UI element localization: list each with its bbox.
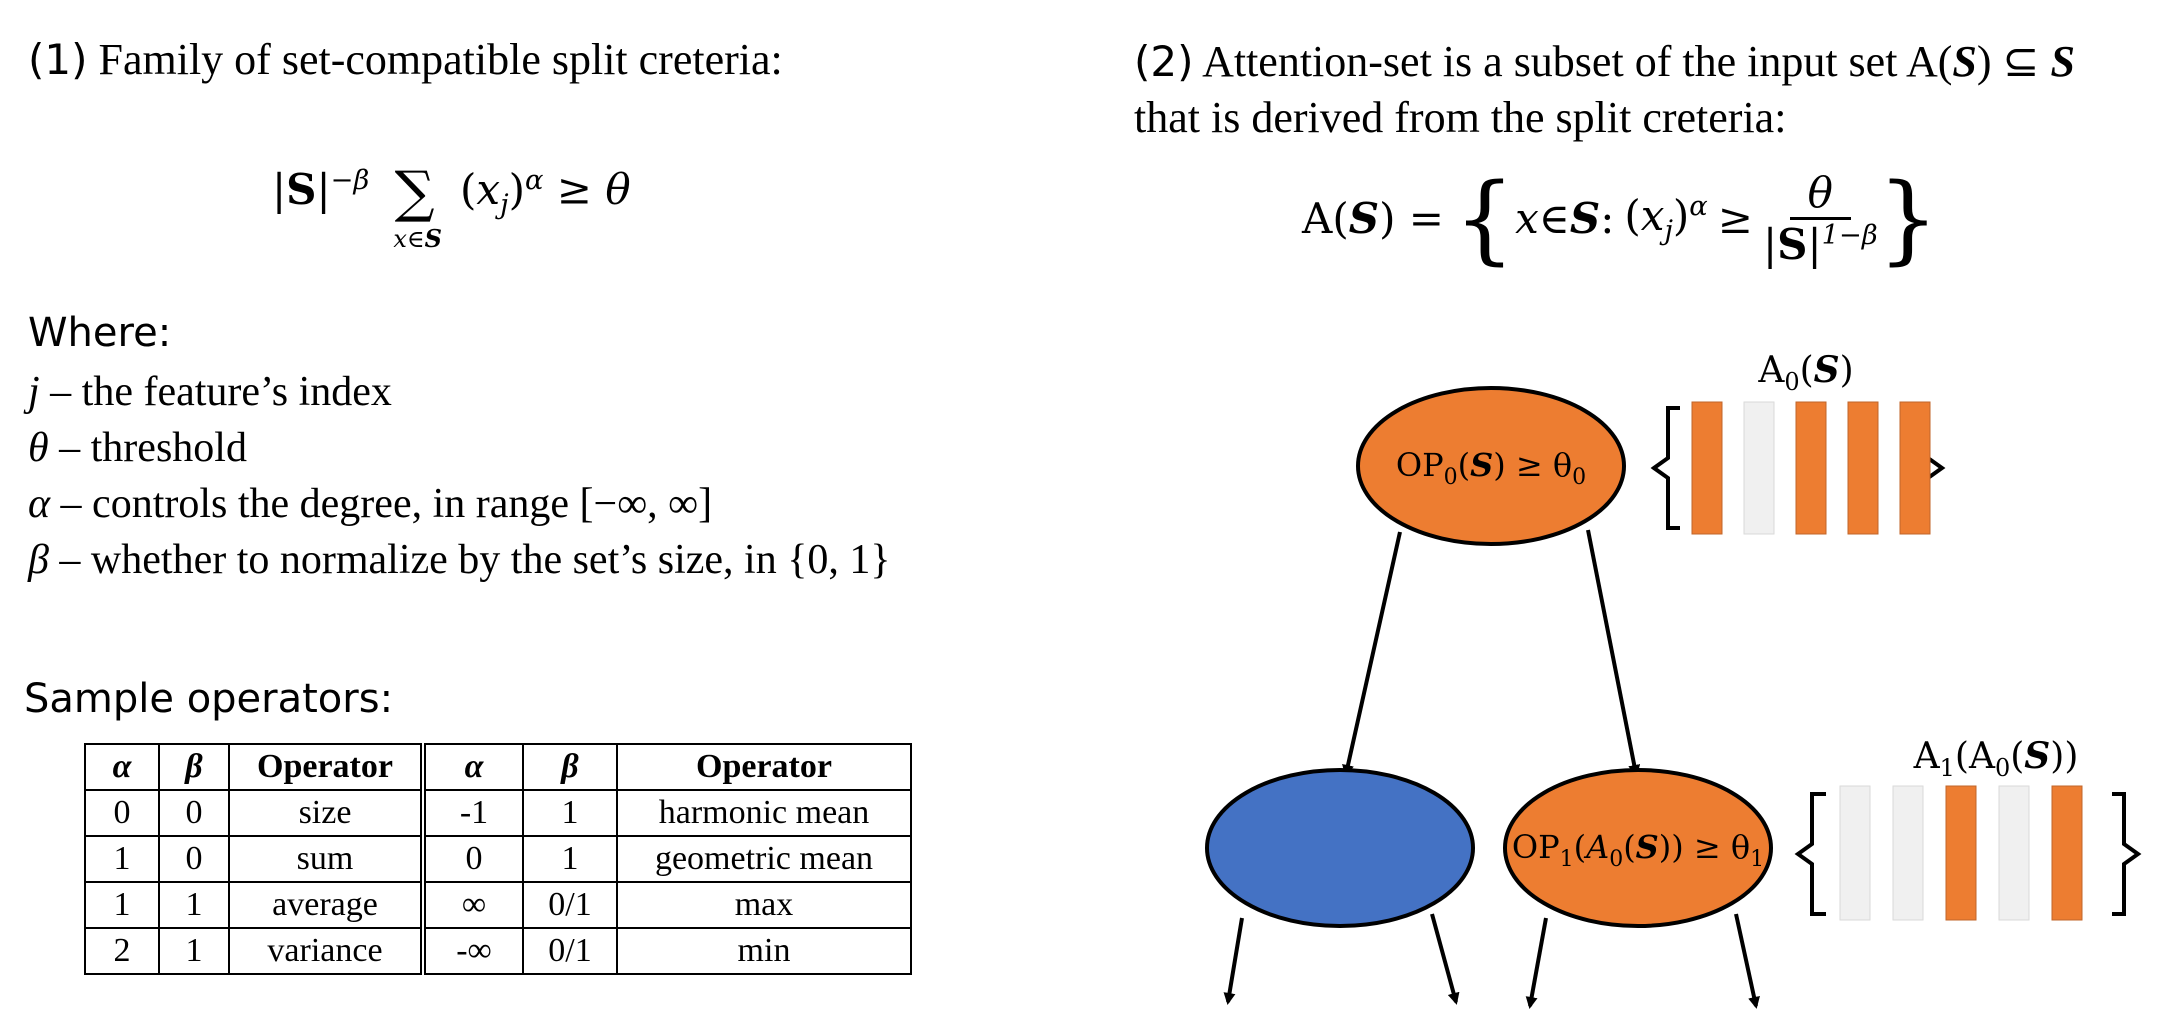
table-cell: -1 xyxy=(422,789,524,837)
table-cell: min xyxy=(616,927,912,975)
set-1-bar xyxy=(1998,785,2030,921)
formula-sum: ∑ x∈S xyxy=(393,160,442,253)
definition-j: j – the feature’s index xyxy=(28,369,392,415)
attention-set-formula: A(S) = { x ∈ S: (xj)α ≥ θ |S|1−β } xyxy=(1302,162,1939,275)
table-cell: 0 xyxy=(158,789,230,837)
set-0-bar xyxy=(1847,401,1879,535)
attention-set-1 xyxy=(1794,792,2142,916)
set-1-right-brace xyxy=(2112,792,2142,916)
formula-relation: ≥ xyxy=(556,164,592,214)
table-cell: -∞ xyxy=(422,927,524,975)
table-header-row: α β Operator α β Operator xyxy=(84,743,912,791)
set-0-bar xyxy=(1691,401,1723,535)
right-heading-line2: that is derived from the split creteria: xyxy=(1134,93,1787,142)
table-row: 0 0 size -1 1 harmonic mean xyxy=(84,789,912,837)
attention-set-1-label: A1(A0(S)) xyxy=(1913,735,2079,782)
set-1-bar xyxy=(2051,785,2083,921)
formula-term: (xj)α xyxy=(460,164,544,220)
table-cell: 1 xyxy=(522,835,618,883)
where-label: Where: xyxy=(28,310,172,356)
operators-table: α β Operator α β Operator 0 0 size -1 1 … xyxy=(84,743,912,975)
edge-left-out-2 xyxy=(1430,913,1460,1005)
table-cell: 0 xyxy=(84,789,160,837)
edge-right-out-2 xyxy=(1734,913,1760,1009)
table-header-cell: β xyxy=(158,743,230,791)
table-cell: size xyxy=(228,789,426,837)
table-cell: 0/1 xyxy=(522,927,618,975)
table-header-cell: α xyxy=(84,743,160,791)
table-header-cell: β xyxy=(522,743,618,791)
fraction: θ |S|1−β xyxy=(1762,168,1878,269)
formula-theta: θ xyxy=(605,164,631,214)
table-cell: ∞ xyxy=(422,881,524,929)
split-criteria-formula: |S|−β ∑ x∈S (xj)α ≥ θ xyxy=(272,160,631,253)
left-heading-number: (1) xyxy=(28,35,88,84)
sample-operators-label: Sample operators: xyxy=(24,676,394,722)
formula-set-size: |S|−β xyxy=(272,164,370,214)
set-1-left-brace xyxy=(1794,792,1826,916)
right-child-node-label: OP1(A0(S)) ≥ θ1 xyxy=(1512,828,1764,872)
left-leaf-node xyxy=(1205,768,1475,928)
edge-left-out-1 xyxy=(1223,917,1244,1005)
table-cell: harmonic mean xyxy=(616,789,912,837)
definition-beta: β – whether to normalize by the set’s si… xyxy=(28,537,891,583)
right-heading-line1: (2) Attention-set is a subset of the inp… xyxy=(1134,37,2075,86)
table-header-cell: α xyxy=(422,743,524,791)
table-cell: max xyxy=(616,881,912,929)
table-cell: 1 xyxy=(84,881,160,929)
root-node xyxy=(1356,386,1626,546)
set-0-left-brace xyxy=(1650,406,1680,530)
table-cell: variance xyxy=(228,927,426,975)
attention-set-1-bars xyxy=(1839,785,2083,921)
definition-list: j – the feature’s index θ – threshold α … xyxy=(28,364,891,588)
table-cell: 0 xyxy=(158,835,230,883)
attention-set-0-bars xyxy=(1691,401,1931,535)
set-1-bar xyxy=(1945,785,1977,921)
right-heading: (2) Attention-set is a subset of the inp… xyxy=(1134,34,2075,146)
set-1-bar xyxy=(1839,785,1871,921)
definition-theta: θ – threshold xyxy=(28,425,247,471)
edge-right-out-1 xyxy=(1525,917,1548,1009)
table-row: 1 0 sum 0 1 geometric mean xyxy=(84,835,912,883)
table-cell: 1 xyxy=(158,881,230,929)
root-node-label: OP0(S) ≥ θ0 xyxy=(1396,446,1586,490)
table-cell: 0/1 xyxy=(522,881,618,929)
table-cell: sum xyxy=(228,835,426,883)
table-cell: 1 xyxy=(158,927,230,975)
edge-root-right xyxy=(1586,529,1641,777)
table-row: 1 1 average ∞ 0/1 max xyxy=(84,881,912,929)
table-cell: 2 xyxy=(84,927,160,975)
set-1-bar xyxy=(1892,785,1924,921)
left-heading-text: Family of set-compatible split creteria: xyxy=(98,35,783,84)
set-0-bar xyxy=(1899,401,1931,535)
left-heading: (1) Family of set-compatible split crete… xyxy=(28,34,783,85)
table-cell: 1 xyxy=(522,789,618,837)
table-cell: 0 xyxy=(422,835,524,883)
set-0-bar xyxy=(1743,401,1775,535)
attention-set-0-label: A0(S) xyxy=(1757,349,1853,396)
edge-root-left xyxy=(1342,531,1402,777)
table-cell: 1 xyxy=(84,835,160,883)
table-header-cell: Operator xyxy=(616,743,912,791)
table-cell: geometric mean xyxy=(616,835,912,883)
definition-alpha: α – controls the degree, in range [−∞, ∞… xyxy=(28,481,713,527)
table-row: 2 1 variance -∞ 0/1 min xyxy=(84,927,912,975)
table-cell: average xyxy=(228,881,426,929)
table-header-cell: Operator xyxy=(228,743,426,791)
set-0-bar xyxy=(1795,401,1827,535)
right-child-node xyxy=(1503,768,1773,928)
